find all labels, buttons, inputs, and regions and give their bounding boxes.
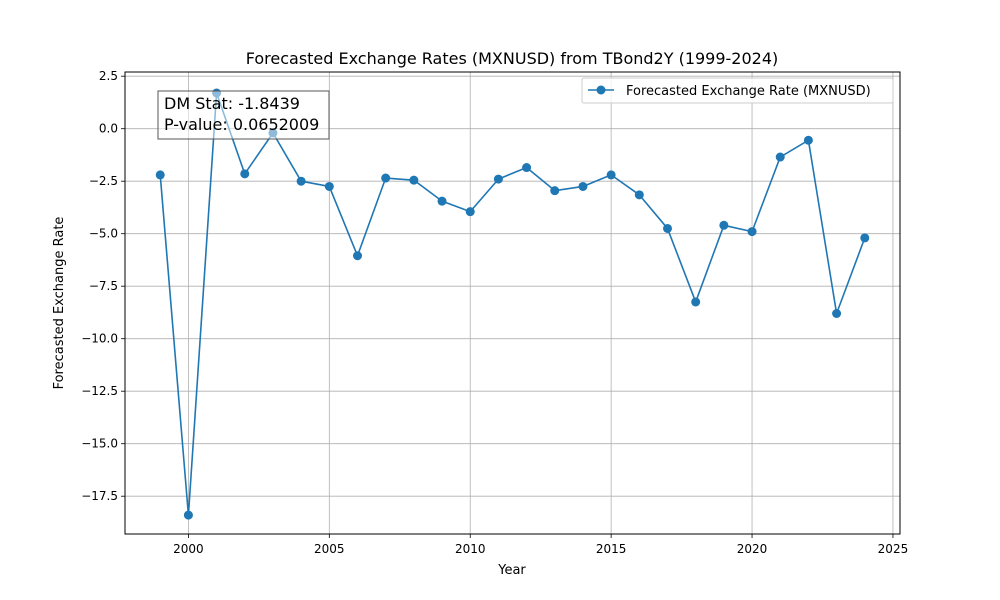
series-line xyxy=(159,92,866,516)
data-point-2018 xyxy=(691,297,701,307)
data-point-2009 xyxy=(437,196,447,206)
y-tick-label: −12.5 xyxy=(81,384,118,398)
legend-marker xyxy=(596,85,606,95)
data-point-2021 xyxy=(775,152,785,162)
x-axis-label: Year xyxy=(497,563,526,578)
x-tick-label: 2005 xyxy=(314,542,345,556)
data-point-2019 xyxy=(719,220,729,230)
legend-label: Forecasted Exchange Rate (MXNUSD) xyxy=(626,84,871,99)
y-tick-label: −5.0 xyxy=(89,227,118,241)
legend-box xyxy=(581,77,894,104)
y-tick-label: −10.0 xyxy=(81,332,118,346)
data-point-2005 xyxy=(324,181,334,191)
x-tick-label: 2000 xyxy=(173,542,204,556)
annotation-p-value: P-value: 0.0652009 xyxy=(164,115,319,134)
data-point-2020 xyxy=(747,227,757,237)
data-point-2023 xyxy=(832,309,842,318)
data-point-2004 xyxy=(296,176,306,186)
annotation-dm-stat: DM Stat: -1.8439 xyxy=(164,94,300,113)
x-tick-label: 2010 xyxy=(455,542,486,556)
data-point-2008 xyxy=(409,175,419,185)
data-point-2000 xyxy=(183,510,193,520)
data-point-2006 xyxy=(353,251,362,261)
data-point-2024 xyxy=(860,233,870,243)
y-tick-label: 0.0 xyxy=(99,122,118,136)
data-point-2010 xyxy=(465,207,475,217)
y-axis-ticks: 2.5 0.0 −2.5 −5.0 −7.5 −10.0 −12.5 −15.0 −17.5 xyxy=(81,69,125,503)
y-tick-label: −7.5 xyxy=(89,279,118,293)
data-point-2016 xyxy=(634,190,644,200)
dm-stat-annotation: DM Stat: -1.8439 P-value: 0.0652009 xyxy=(157,90,330,140)
data-point-2017 xyxy=(663,223,672,233)
y-axis-label: Forecasted Exchange Rate xyxy=(52,217,67,390)
data-point-2012 xyxy=(522,163,532,173)
annotation-box xyxy=(157,90,330,140)
data-point-2015 xyxy=(606,170,616,180)
chart-title: Forecasted Exchange Rates (MXNUSD) from … xyxy=(246,49,779,68)
data-point-2022 xyxy=(803,135,813,145)
y-tick-label: −15.0 xyxy=(81,437,118,451)
legend: Forecasted Exchange Rate (MXNUSD) xyxy=(581,77,894,104)
y-tick-label: −17.5 xyxy=(81,489,118,503)
data-point-1999 xyxy=(155,170,165,180)
x-tick-label: 2015 xyxy=(596,542,627,556)
data-point-2011 xyxy=(493,174,503,184)
data-point-2014 xyxy=(578,181,588,191)
y-tick-label: −2.5 xyxy=(89,174,118,188)
plot-frame xyxy=(124,71,901,535)
x-tick-label: 2025 xyxy=(878,542,909,556)
x-tick-label: 2020 xyxy=(737,542,768,556)
data-point-2013 xyxy=(550,186,560,196)
y-tick-label: 2.5 xyxy=(99,69,118,83)
x-axis-ticks: 2000 2005 2010 2015 2020 2025 xyxy=(173,534,908,556)
data-point-2007 xyxy=(381,173,391,183)
data-point-2002 xyxy=(240,169,250,179)
